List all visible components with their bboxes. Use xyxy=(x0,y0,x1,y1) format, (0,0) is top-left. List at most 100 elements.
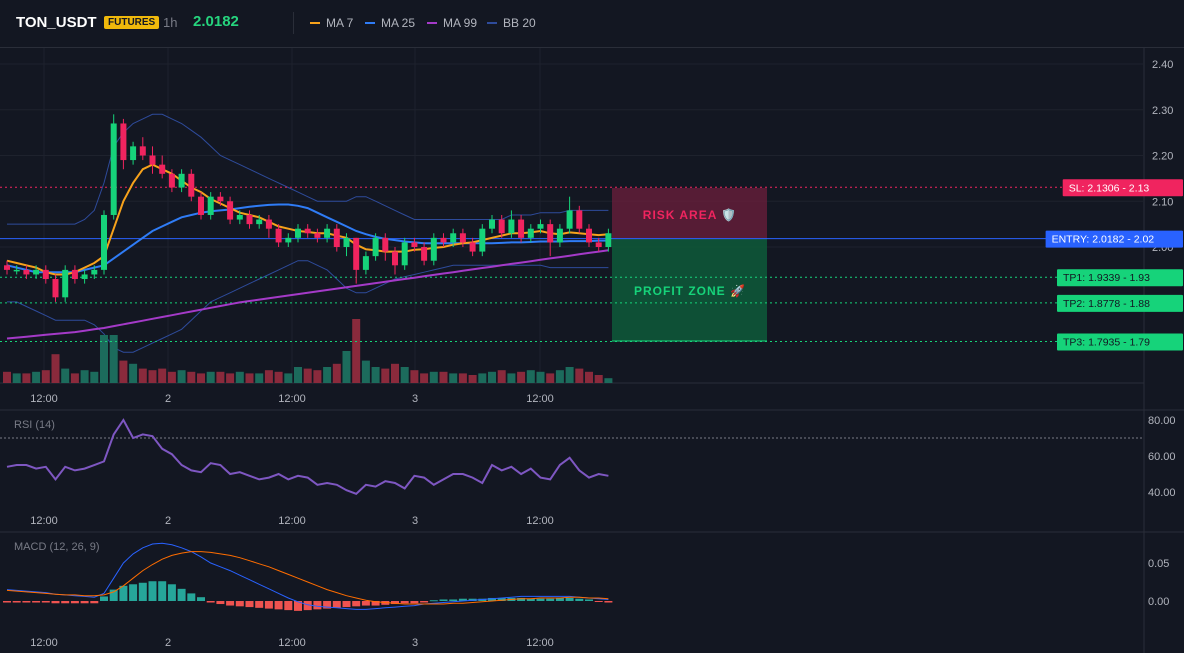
macd-title: MACD (12, 26, 9) xyxy=(14,541,100,553)
candle-body xyxy=(576,210,583,229)
macd-hist-bar xyxy=(100,596,108,601)
volume-bar xyxy=(546,373,555,383)
macd-hist-bar xyxy=(575,598,584,601)
macd-hist-bar xyxy=(32,601,41,603)
candle-body xyxy=(42,269,49,280)
volume-bar xyxy=(138,368,147,383)
legend-bb20[interactable]: BB 20 xyxy=(487,16,536,30)
volume-bar xyxy=(206,371,215,383)
macd-hist-bar xyxy=(167,584,176,601)
macd-tick-label: 0.00 xyxy=(1148,596,1169,608)
macd-hist-bar xyxy=(313,601,322,610)
candle-body xyxy=(246,214,253,225)
candle-body xyxy=(71,269,78,280)
macd-hist-bar xyxy=(604,601,613,603)
candlesticks xyxy=(4,114,612,302)
rsi-title: RSI (14) xyxy=(14,419,55,431)
time-tick-label: 2 xyxy=(165,515,171,527)
volume-bar xyxy=(420,373,429,383)
volume-bar xyxy=(119,360,128,383)
candle-body xyxy=(537,224,544,229)
macd-hist-bar xyxy=(361,601,370,606)
time-tick-label: 12:00 xyxy=(526,515,554,527)
futures-badge: FUTURES xyxy=(104,16,160,29)
macd-hist-bar xyxy=(439,599,448,601)
trade-zones: RISK AREA 🛡️ PROFIT ZONE 🚀 xyxy=(612,188,767,342)
macd-hist-bar xyxy=(22,601,31,603)
macd-hist-bar xyxy=(565,597,574,601)
volume-bar xyxy=(284,373,293,383)
macd-hist-bar xyxy=(497,597,506,601)
volume-bar xyxy=(148,370,157,383)
candle-body xyxy=(547,224,554,243)
legend-ma7[interactable]: MA 7 xyxy=(310,16,353,30)
candle-body xyxy=(227,201,234,220)
macd-pane: 0.05 0.00 MACD (12, 26, 9) xyxy=(3,541,1169,611)
candle-body xyxy=(101,214,107,270)
volume-bar xyxy=(507,373,516,383)
macd-hist-bar xyxy=(294,601,302,611)
tp3-label-box xyxy=(1057,333,1183,351)
time-tick-label: 12:00 xyxy=(278,393,306,405)
macd-hist-bar xyxy=(148,581,157,601)
symbol-label[interactable]: TON_USDT xyxy=(16,14,97,31)
volume-bar xyxy=(32,371,41,383)
sl-label-box xyxy=(1062,179,1183,197)
macd-hist-bar xyxy=(90,601,99,604)
entry-label-text: ENTRY: 2.0182 - 2.02 xyxy=(1052,234,1155,246)
volume-bar xyxy=(497,370,506,383)
macd-hist-bar xyxy=(255,601,264,608)
chart-header: TON_USDT FUTURES 1h 2.0182 MA 7 MA 25 MA… xyxy=(0,0,1184,48)
time-tick-label: 2 xyxy=(165,637,171,649)
macd-hist-bar xyxy=(391,601,399,605)
macd-signal-line xyxy=(6,551,609,605)
macd-hist-bar xyxy=(526,598,535,601)
timeframe-label[interactable]: 1h xyxy=(163,15,178,30)
price-tick-label: 2.20 xyxy=(1152,151,1173,163)
candle-body xyxy=(392,251,398,266)
macd-hist-bar xyxy=(177,588,186,601)
candle-body xyxy=(469,242,476,252)
candle-body xyxy=(556,228,563,243)
legend-ma99[interactable]: MA 99 xyxy=(427,16,477,30)
ma25-line xyxy=(6,203,609,274)
macd-tick-label: 0.05 xyxy=(1148,558,1169,570)
candle-body xyxy=(149,155,156,165)
macd-hist-bar xyxy=(323,601,332,609)
volume-bar xyxy=(381,368,390,383)
volume-bar xyxy=(458,373,467,383)
candle-body xyxy=(4,265,10,270)
candle-body xyxy=(382,237,389,252)
macd-hist-bar xyxy=(12,601,21,603)
macd-hist-bar xyxy=(226,601,235,606)
volume-bar xyxy=(488,371,496,383)
candle-body xyxy=(304,228,311,234)
time-tick-label: 12:00 xyxy=(30,393,58,405)
volume-bar xyxy=(226,373,235,383)
volume-bar xyxy=(22,373,31,383)
macd-hist-bar xyxy=(342,601,351,608)
volume-bar xyxy=(245,373,254,383)
candle-body xyxy=(333,228,340,247)
candle-body xyxy=(401,242,408,266)
price-tick-label: 2.30 xyxy=(1152,105,1173,117)
volume-bar xyxy=(51,354,60,383)
sl-label-text: SL: 2.1306 - 2.13 xyxy=(1069,182,1150,194)
candle-body xyxy=(52,279,59,298)
volume-bar xyxy=(12,373,21,383)
ma99-swatch xyxy=(427,22,437,24)
volume-bar xyxy=(526,370,535,383)
candle-body xyxy=(168,173,175,188)
macd-hist-bar xyxy=(216,601,225,605)
macd-hist-bar xyxy=(352,601,361,607)
volume-bar xyxy=(216,371,225,383)
volume-bar xyxy=(255,373,264,383)
volume-bar xyxy=(235,371,244,383)
candle-body xyxy=(353,237,360,270)
legend-ma25[interactable]: MA 25 xyxy=(365,16,415,30)
candle-body xyxy=(508,219,515,234)
volume-bar xyxy=(410,370,419,383)
candle-body xyxy=(440,237,447,243)
volume-bar xyxy=(80,370,89,383)
